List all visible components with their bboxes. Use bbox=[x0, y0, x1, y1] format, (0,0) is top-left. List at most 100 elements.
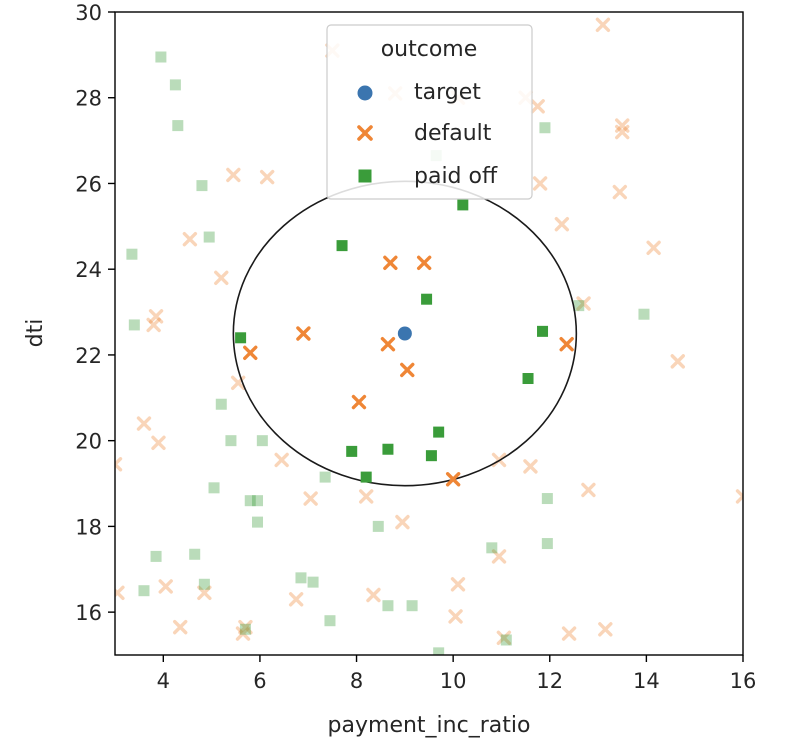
y-tick-label: 28 bbox=[75, 87, 102, 111]
faded-default-point bbox=[115, 457, 123, 472]
default-point bbox=[416, 255, 432, 270]
faded-default-point bbox=[450, 577, 466, 592]
faded-default-point bbox=[235, 626, 251, 641]
x-axis-ticks: 4 6 8 10 12 14 16 bbox=[157, 655, 756, 693]
faded-paid-off-point bbox=[486, 542, 498, 554]
faded-default-point bbox=[173, 619, 188, 635]
faded-default-point bbox=[670, 354, 685, 369]
faded-default-point bbox=[288, 592, 304, 607]
faded-default-point bbox=[612, 184, 628, 200]
faded-default-point bbox=[274, 452, 289, 468]
default-point bbox=[400, 362, 415, 378]
faded-paid-off-point bbox=[539, 122, 551, 134]
legend-target-marker bbox=[357, 85, 373, 101]
faded-default-point bbox=[576, 296, 591, 311]
paid-off-point bbox=[360, 471, 372, 483]
y-tick-label: 30 bbox=[75, 1, 102, 25]
faded-paid-off-point bbox=[208, 482, 220, 494]
faded-default-point bbox=[646, 240, 661, 255]
faded-default-point bbox=[259, 169, 275, 185]
paid-off-point bbox=[425, 450, 437, 462]
default-point bbox=[380, 337, 396, 352]
x-tick-label: 12 bbox=[536, 669, 563, 693]
y-tick-label: 16 bbox=[75, 601, 102, 625]
faded-default-point bbox=[303, 491, 318, 506]
paid-off-point bbox=[457, 199, 469, 211]
faded-default-point bbox=[197, 585, 212, 601]
legend-default-label: default bbox=[414, 121, 492, 146]
faded-paid-off-point bbox=[372, 520, 384, 532]
x-tick-label: 6 bbox=[253, 669, 266, 693]
faded-paid-off-point bbox=[256, 435, 268, 447]
paid-off-point bbox=[336, 240, 348, 252]
y-axis-label: dti bbox=[23, 319, 48, 348]
x-tick-label: 14 bbox=[633, 669, 660, 693]
faded-default-point bbox=[530, 99, 545, 114]
faded-paid-off-point bbox=[573, 300, 585, 312]
faded-default-point bbox=[158, 579, 173, 594]
faded-paid-off-point bbox=[252, 495, 264, 507]
faded-paid-off-point bbox=[155, 51, 167, 63]
default-point bbox=[296, 326, 311, 341]
x-tick-label: 10 bbox=[440, 669, 467, 693]
default-point bbox=[445, 472, 461, 487]
faded-paid-off-point bbox=[138, 585, 150, 597]
y-tick-label: 22 bbox=[75, 344, 102, 368]
plot-frame bbox=[114, 11, 744, 656]
faded-default-point bbox=[182, 231, 198, 247]
faded-default-point bbox=[595, 17, 611, 33]
default-point bbox=[351, 394, 367, 410]
faded-paid-off-point bbox=[126, 248, 138, 260]
faded-paid-off-point bbox=[189, 548, 201, 560]
paid-off-point bbox=[537, 325, 549, 337]
legend: outcome target default paid off bbox=[326, 24, 533, 200]
faded-default-point bbox=[238, 619, 253, 635]
faded-default-point bbox=[146, 317, 161, 333]
faded-paid-off-point bbox=[382, 600, 394, 612]
faded-paid-off-point bbox=[500, 634, 512, 646]
y-axis-ticks: 16 18 20 22 24 26 28 30 bbox=[75, 1, 115, 625]
legend-default-marker bbox=[357, 125, 373, 141]
faded-default-point bbox=[151, 435, 166, 451]
y-tick-label: 24 bbox=[75, 258, 102, 282]
faded-paid-off-point bbox=[307, 576, 319, 588]
y-tick-label: 20 bbox=[75, 430, 102, 454]
y-tick-label: 26 bbox=[75, 172, 102, 196]
faded-default-point bbox=[554, 216, 570, 232]
faded-default-point bbox=[598, 622, 613, 637]
faded-default-point bbox=[366, 587, 381, 603]
paid-off-point bbox=[382, 443, 394, 455]
faded-default-point bbox=[115, 585, 125, 601]
faded-paid-off-point bbox=[433, 647, 445, 655]
paid-off-point bbox=[421, 293, 433, 305]
default-point bbox=[383, 255, 398, 270]
legend-paid-off-marker bbox=[358, 169, 372, 183]
faded-default-point bbox=[214, 270, 229, 285]
faded-paid-off-point bbox=[239, 623, 251, 635]
faded-paid-off-point bbox=[172, 120, 184, 132]
faded-default-point bbox=[448, 609, 463, 624]
faded-paid-off-point bbox=[150, 550, 162, 562]
faded-paid-off-point bbox=[541, 538, 553, 550]
legend-paid-off-label: paid off bbox=[414, 164, 498, 189]
faded-paid-off-point bbox=[295, 572, 307, 584]
faded-default-point bbox=[735, 489, 743, 504]
faded-paid-off-point bbox=[169, 79, 181, 91]
paid-off-point bbox=[346, 445, 358, 457]
paid-off-point bbox=[433, 426, 445, 438]
faded-default-point bbox=[615, 118, 630, 133]
faded-paid-off-point bbox=[541, 493, 553, 505]
faded-paid-off-point bbox=[215, 398, 227, 410]
faded-default-point bbox=[226, 167, 241, 183]
x-axis-label: payment_inc_ratio bbox=[328, 713, 531, 738]
default-point bbox=[559, 337, 574, 352]
faded-paid-off-point bbox=[252, 516, 264, 528]
faded-default-point bbox=[615, 124, 630, 140]
default-point bbox=[243, 345, 258, 360]
legend-target-label: target bbox=[414, 80, 481, 105]
x-tick-label: 8 bbox=[350, 669, 363, 693]
faded-paid-off-point bbox=[319, 471, 331, 483]
target-point bbox=[397, 326, 412, 341]
faded-default-point bbox=[523, 459, 538, 474]
